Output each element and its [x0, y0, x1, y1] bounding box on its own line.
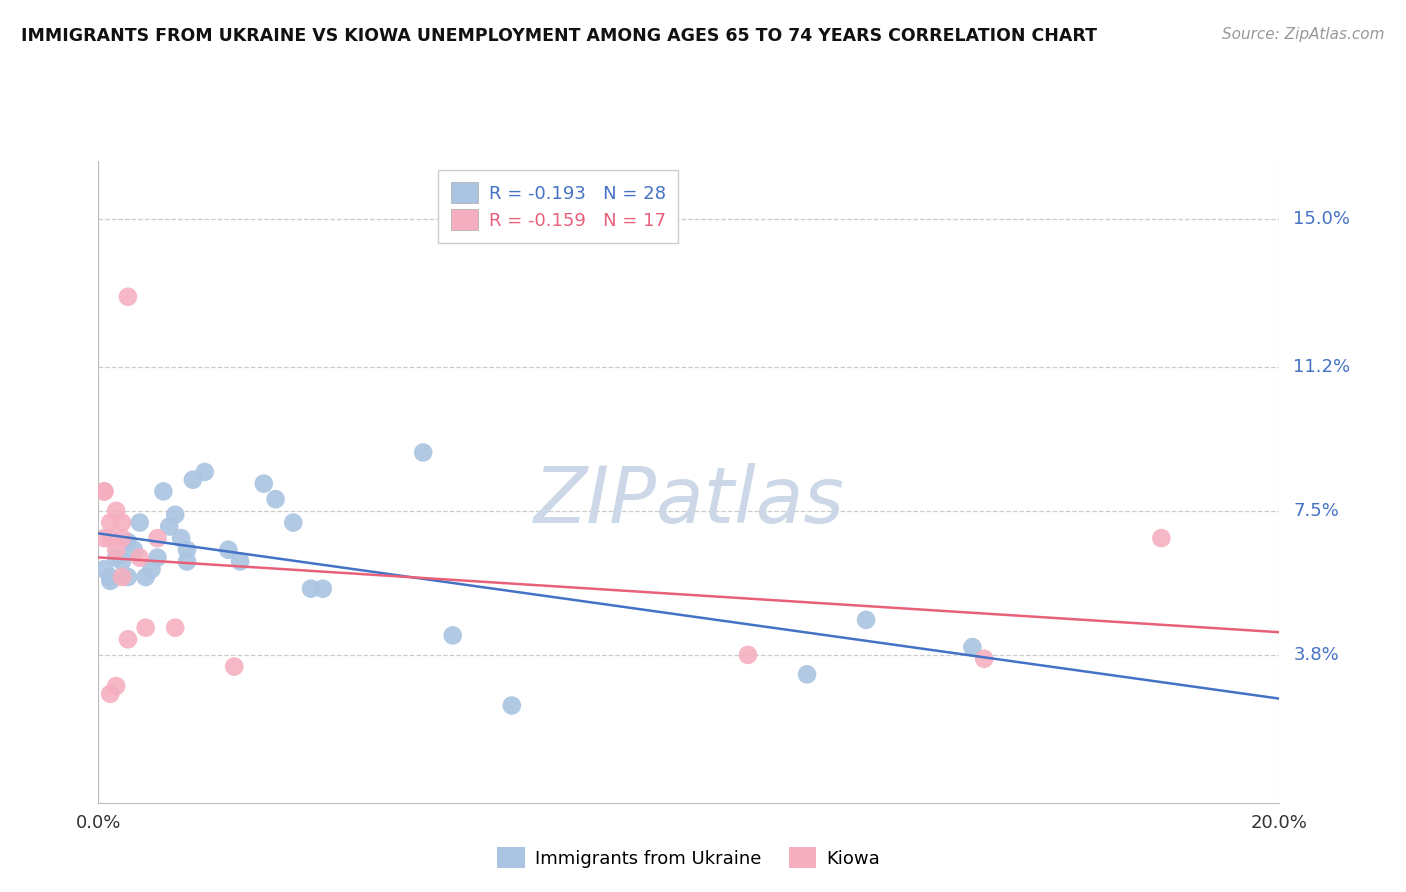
- Point: [224, 659, 246, 673]
- Point: [312, 582, 335, 596]
- Point: [98, 516, 121, 530]
- Point: [98, 574, 121, 588]
- Point: [176, 542, 198, 557]
- Point: [141, 562, 163, 576]
- Point: [253, 476, 276, 491]
- Point: [105, 504, 128, 518]
- Point: [194, 465, 217, 479]
- Point: [98, 687, 121, 701]
- Point: [146, 550, 169, 565]
- Point: [111, 516, 134, 530]
- Point: [122, 542, 145, 557]
- Point: [973, 652, 995, 666]
- Point: [111, 570, 134, 584]
- Point: [229, 554, 252, 568]
- Point: [176, 554, 198, 568]
- Text: Source: ZipAtlas.com: Source: ZipAtlas.com: [1222, 27, 1385, 42]
- Text: 15.0%: 15.0%: [1294, 210, 1350, 228]
- Text: 11.2%: 11.2%: [1294, 358, 1351, 376]
- Point: [93, 562, 115, 576]
- Point: [135, 570, 157, 584]
- Point: [962, 640, 984, 654]
- Text: IMMIGRANTS FROM UKRAINE VS KIOWA UNEMPLOYMENT AMONG AGES 65 TO 74 YEARS CORRELAT: IMMIGRANTS FROM UKRAINE VS KIOWA UNEMPLO…: [21, 27, 1097, 45]
- Point: [98, 570, 121, 584]
- Y-axis label: Unemployment Among Ages 65 to 74 years: Unemployment Among Ages 65 to 74 years: [0, 300, 8, 664]
- Point: [441, 628, 464, 642]
- Point: [264, 492, 287, 507]
- Point: [283, 516, 305, 530]
- Point: [93, 484, 115, 499]
- Text: ZIPatlas: ZIPatlas: [533, 463, 845, 539]
- Point: [170, 531, 193, 545]
- Point: [128, 516, 150, 530]
- Point: [1150, 531, 1173, 545]
- Point: [111, 554, 134, 568]
- Point: [299, 582, 322, 596]
- Point: [157, 519, 180, 533]
- Point: [105, 542, 128, 557]
- Point: [165, 508, 187, 522]
- Point: [105, 679, 128, 693]
- Point: [98, 531, 121, 545]
- Point: [181, 473, 204, 487]
- Point: [146, 531, 169, 545]
- Point: [796, 667, 818, 681]
- Point: [105, 550, 128, 565]
- Point: [152, 484, 174, 499]
- Point: [117, 570, 139, 584]
- Point: [93, 531, 115, 545]
- Point: [165, 621, 187, 635]
- Point: [117, 290, 139, 304]
- Point: [117, 632, 139, 647]
- Point: [412, 445, 434, 459]
- Point: [128, 550, 150, 565]
- Point: [855, 613, 877, 627]
- Point: [217, 542, 239, 557]
- Point: [501, 698, 523, 713]
- Text: 7.5%: 7.5%: [1294, 502, 1340, 520]
- Legend: Immigrants from Ukraine, Kiowa: Immigrants from Ukraine, Kiowa: [488, 838, 890, 877]
- Point: [93, 484, 115, 499]
- Point: [737, 648, 759, 662]
- Point: [111, 531, 134, 545]
- Point: [135, 621, 157, 635]
- Point: [117, 535, 139, 549]
- Text: 3.8%: 3.8%: [1294, 646, 1339, 664]
